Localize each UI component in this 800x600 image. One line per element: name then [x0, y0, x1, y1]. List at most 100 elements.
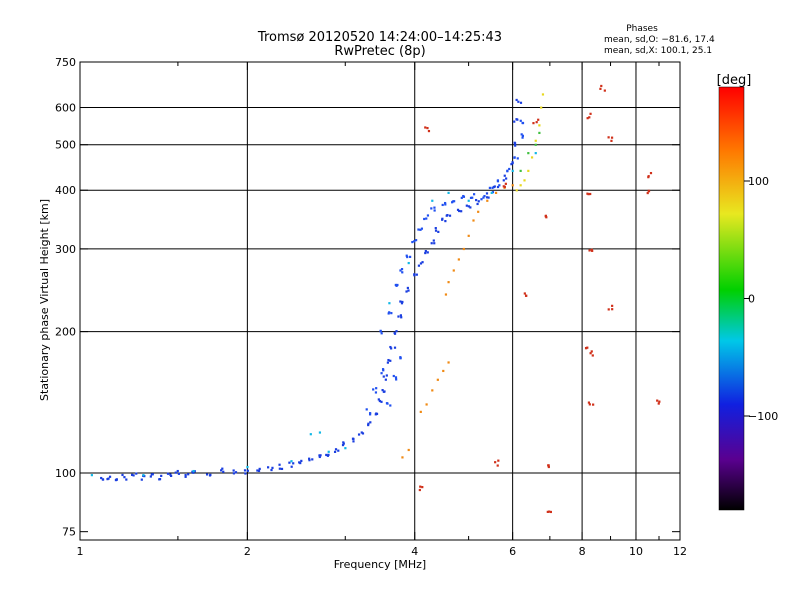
data-point [393, 346, 397, 349]
data-point [647, 175, 650, 178]
colorbar-tick-label: 100 [748, 175, 769, 188]
data-point [458, 209, 461, 213]
data-point [407, 261, 410, 265]
y-tick-label: 300 [55, 243, 76, 256]
data-point [515, 189, 518, 192]
data-point [547, 465, 550, 469]
data-point [392, 374, 395, 378]
data-point [135, 472, 138, 475]
data-point [525, 294, 528, 297]
data-point [325, 453, 328, 457]
data-point [498, 184, 501, 187]
data-point [407, 448, 410, 452]
data-point [388, 302, 391, 305]
data-point [505, 177, 508, 180]
data-point [411, 240, 414, 244]
data-point [318, 431, 322, 434]
data-point [588, 403, 591, 406]
plot-frame [79, 61, 681, 541]
y-tick-label: 600 [55, 102, 76, 115]
data-point [503, 185, 506, 188]
data-point [369, 412, 372, 415]
y-tick-label: 750 [55, 56, 76, 69]
data-point [588, 116, 591, 119]
data-point [441, 203, 444, 207]
data-point [388, 311, 391, 314]
data-point [401, 271, 404, 274]
data-point [471, 196, 474, 199]
data-point [590, 350, 593, 353]
data-point [333, 450, 337, 453]
data-point [184, 474, 187, 477]
data-point [589, 112, 592, 115]
data-point [431, 389, 434, 392]
data-point [607, 308, 610, 311]
data-point [476, 202, 479, 206]
data-point [527, 169, 530, 172]
data-point [209, 473, 212, 476]
data-point [387, 358, 390, 362]
data-point [290, 460, 293, 463]
data-point [232, 472, 236, 475]
data-point [415, 239, 418, 242]
x-tick-label: 2 [244, 545, 251, 558]
data-point [400, 302, 404, 305]
phases-heading: Phases [626, 24, 658, 34]
data-point [483, 194, 486, 198]
phases-x-stats: mean, sd,X: 100.1, 25.1 [604, 46, 712, 56]
data-point [395, 284, 398, 287]
chart-subtitle: RwPretec (8p) [334, 44, 425, 59]
data-point [444, 203, 447, 206]
data-point [496, 464, 499, 467]
data-point [587, 193, 590, 196]
data-point [405, 290, 408, 293]
data-point [389, 345, 392, 349]
data-point [246, 469, 249, 472]
data-point [389, 359, 392, 362]
data-point [132, 474, 135, 477]
data-point [123, 476, 126, 479]
data-point [142, 474, 145, 477]
data-point [467, 205, 470, 208]
data-point [452, 269, 455, 272]
data-point [589, 352, 592, 355]
data-point [448, 214, 452, 217]
data-point [656, 399, 659, 402]
data-point [603, 89, 606, 92]
data-point [433, 206, 436, 209]
data-point [611, 308, 614, 311]
data-point [365, 408, 368, 411]
data-point [415, 273, 418, 276]
x-tick-label: 6 [509, 545, 516, 558]
data-point [357, 433, 361, 436]
data-point [278, 467, 281, 470]
grid-lines [80, 62, 680, 540]
data-point [319, 454, 322, 457]
data-point [334, 448, 338, 451]
data-point [400, 268, 404, 271]
data-point [611, 304, 614, 307]
data-point [657, 402, 660, 405]
data-point [589, 192, 592, 196]
data-point [521, 121, 525, 125]
data-point [510, 163, 513, 166]
data-point [523, 292, 526, 295]
data-point [508, 167, 511, 171]
data-point [431, 199, 434, 202]
data-point [308, 457, 311, 460]
data-point [442, 369, 445, 373]
data-point [472, 219, 475, 222]
data-point [430, 242, 433, 245]
data-point [413, 240, 416, 243]
data-point [549, 510, 552, 514]
data-point [534, 143, 537, 146]
data-point [160, 474, 163, 477]
data-point [423, 217, 426, 221]
data-point [433, 209, 436, 212]
data-point [511, 169, 514, 172]
data-point [399, 314, 402, 317]
data-point [394, 376, 398, 379]
data-point [592, 403, 595, 406]
data-point [150, 473, 153, 476]
data-point [425, 403, 428, 406]
